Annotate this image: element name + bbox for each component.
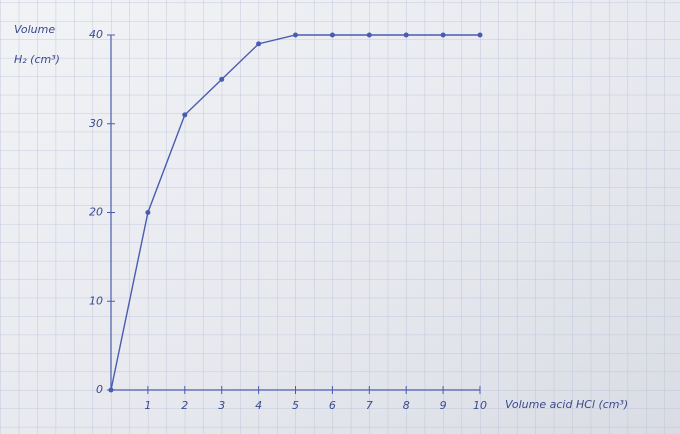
data-point [293, 32, 298, 38]
x-tick-label: 5 [292, 399, 299, 412]
x-axis-label: Volume acid HCl (cm³) [505, 398, 628, 411]
y-tick-label: 30 [89, 117, 103, 130]
x-tick-label: 8 [403, 399, 410, 412]
data-point [403, 32, 409, 38]
x-tick-label: 3 [218, 399, 225, 412]
y-axis-label: H₂ (cm³) [14, 53, 60, 66]
data-point [256, 41, 262, 47]
data-point [145, 210, 151, 215]
x-tick-label: 2 [181, 399, 188, 412]
x-tick-label: 1 [144, 399, 151, 412]
data-point [108, 387, 114, 393]
y-tick-label: 0 [96, 383, 103, 396]
data-point [477, 32, 483, 38]
x-tick-label: 9 [440, 399, 447, 412]
x-tick-label: 10 [473, 399, 487, 412]
y-tick-label: 40 [89, 28, 103, 41]
data-point [440, 32, 446, 38]
x-tick-label: 6 [329, 399, 336, 412]
x-tick-label: 4 [255, 399, 262, 412]
y-axis-label: Volume [14, 23, 55, 36]
data-point [219, 76, 225, 82]
data-point [366, 32, 372, 38]
y-tick-label: 10 [89, 294, 103, 307]
data-point [182, 112, 188, 118]
data-point [329, 32, 335, 38]
x-tick-label: 7 [366, 399, 373, 412]
y-tick-label: 20 [89, 206, 103, 219]
